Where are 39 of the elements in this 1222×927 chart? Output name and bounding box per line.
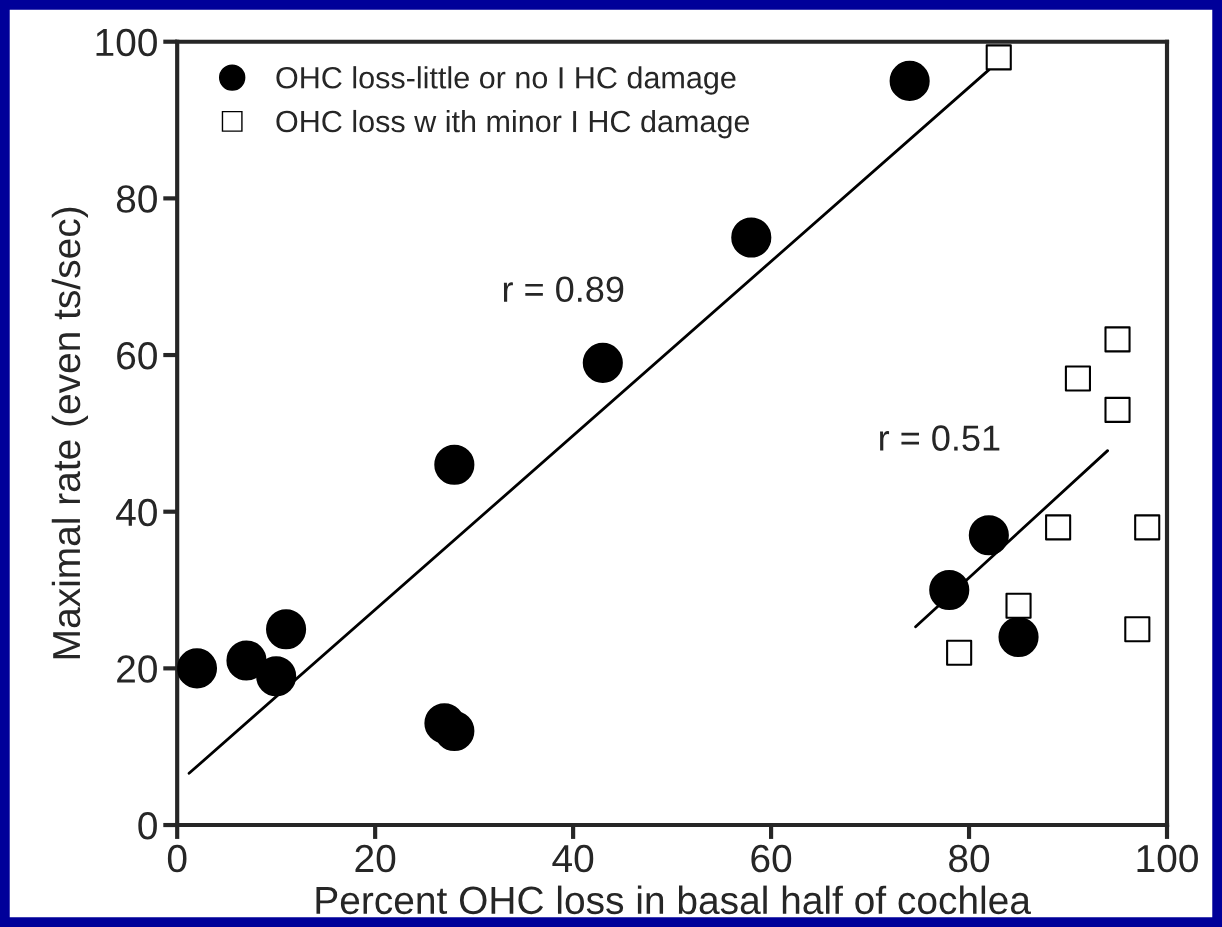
point [256,656,297,697]
point [582,342,623,383]
y-tick-label: 20 [117,655,157,683]
point [1045,514,1072,541]
y-tick-label: 60 [117,341,157,370]
point [1134,514,1161,541]
y-tick-label: 100 [96,28,157,57]
point [434,444,475,485]
x-tick-label: 60 [751,844,792,873]
point [985,44,1012,71]
legend-label: OHC loss w ith minor I HC damage [276,109,750,139]
annotation: r = 0.89 [503,276,624,303]
point [968,515,1009,556]
point [177,648,218,689]
x-tick-label: 0 [167,844,187,873]
point [1104,326,1131,353]
point [1005,592,1032,619]
x-tick-label: 20 [355,844,396,873]
x-tick-label: 100 [1137,844,1198,873]
x-tick-label: 80 [949,844,990,873]
point [998,616,1039,658]
x-axis-title: Percent OHC loss in basal half of cochlea [316,885,1031,915]
y-tick-label: 80 [116,185,157,213]
point [226,640,267,681]
point [1064,365,1091,392]
annotation: r = 0.51 [880,425,1000,451]
point [1104,396,1131,423]
point [266,609,307,650]
point [929,569,970,611]
y-tick-label: 0 [138,811,157,840]
y-axis-title: Maximal rate (even ts/sec) [51,207,88,659]
y-tick-label: 40 [116,498,157,527]
point [946,639,973,666]
legend-label: OHC loss-little or no I HC damage [276,66,736,95]
x-tick-label: 40 [552,844,594,873]
point [889,60,930,101]
point [1124,616,1151,643]
point [731,217,772,258]
point [434,710,475,752]
